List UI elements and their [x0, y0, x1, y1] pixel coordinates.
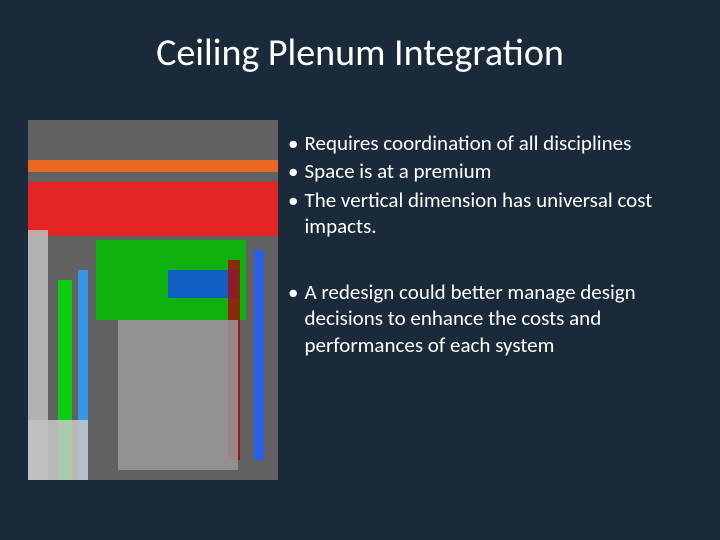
bullet-item: •A redesign could better manage design d… — [288, 279, 698, 358]
bullet-group: •A redesign could better manage design d… — [288, 279, 698, 358]
bullet-list: •Requires coordination of all discipline… — [288, 130, 698, 398]
cad-block — [28, 160, 278, 172]
bullet-text: Space is at a premium — [304, 158, 698, 184]
bullet-text: Requires coordination of all disciplines — [304, 130, 698, 156]
cad-block — [254, 250, 264, 460]
bullet-dot-icon: • — [288, 187, 298, 213]
bullet-dot-icon: • — [288, 158, 298, 184]
cad-block — [28, 182, 278, 236]
bullet-item: •Requires coordination of all discipline… — [288, 130, 698, 156]
bullet-text: The vertical dimension has universal cos… — [304, 187, 698, 240]
cad-block — [28, 230, 48, 480]
slide: Ceiling Plenum Integration •Requires coo… — [0, 0, 720, 540]
cad-render — [28, 120, 278, 480]
bullet-group: •Requires coordination of all discipline… — [288, 130, 698, 239]
bullet-dot-icon: • — [288, 130, 298, 156]
bullet-item: •Space is at a premium — [288, 158, 698, 184]
bullet-dot-icon: • — [288, 279, 298, 305]
bullet-item: •The vertical dimension has universal co… — [288, 187, 698, 240]
cad-block — [118, 320, 238, 470]
bullet-text: A redesign could better manage design de… — [304, 279, 698, 358]
plenum-cad-image — [28, 120, 278, 480]
slide-title: Ceiling Plenum Integration — [0, 30, 720, 76]
